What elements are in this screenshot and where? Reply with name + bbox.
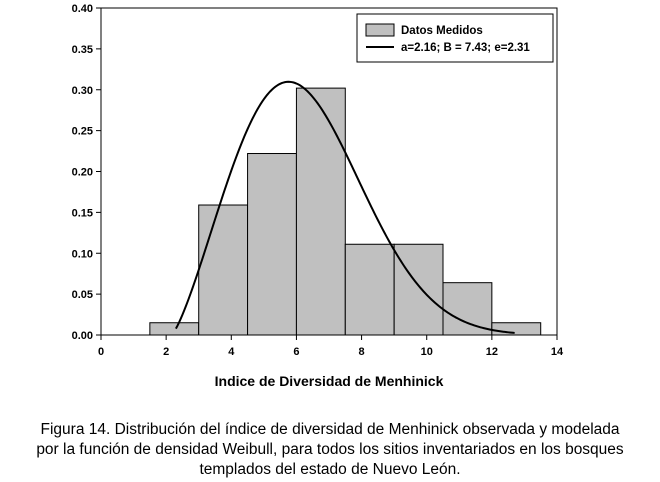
histogram-bar-7 (491, 322, 542, 336)
weibull-curve (175, 80, 515, 334)
histogram-bar-5 (393, 243, 444, 336)
legend-swatch-datos-medidos (365, 23, 395, 37)
x-tick-label: 0 (98, 346, 104, 358)
x-tick-label: 4 (228, 346, 235, 358)
legend-box (356, 13, 554, 63)
legend-label-weibull: a=2.16; B = 7.43; e=2.31 (401, 42, 530, 54)
x-axis-title: Indice de Diversidad de Menhinick (215, 373, 444, 389)
caption-line: por la función de densidad Weibull, para… (36, 441, 624, 458)
y-tick-labels: 0.00 0.05 0.10 0.15 0.20 0.25 0.30 0.35 0.40 (72, 3, 101, 342)
histogram-bar-4 (344, 243, 395, 336)
histogram-bar-3 (295, 87, 346, 336)
histogram-bar-2 (247, 153, 297, 336)
x-tick-labels: 0 2 4 6 8 10 12 14 (98, 335, 564, 358)
x-tick-label: 14 (551, 346, 564, 358)
y-tick-label: 0.15 (72, 207, 93, 219)
histogram-bars (149, 87, 542, 336)
y-tick-label: 0.20 (72, 167, 93, 179)
weibull-histogram-chart: 0.00 0.05 0.10 0.15 0.20 0.25 0.30 0.35 0.40 0 2 4… (72, 3, 564, 389)
y-tick-label: 0.00 (72, 330, 93, 342)
histogram-bar-6 (442, 282, 493, 336)
histogram-bar-1 (198, 204, 249, 336)
legend-label-datos-medidos: Datos Medidos (401, 25, 483, 37)
x-tick-label: 2 (163, 346, 169, 358)
y-tick-label: 0.40 (72, 3, 93, 15)
y-tick-label: 0.10 (72, 248, 93, 260)
caption-line: templados del estado de Nuevo León. (199, 461, 461, 478)
figure-caption: Figura 14. Distribución del índice de di… (0, 420, 660, 480)
x-tick-label: 6 (293, 346, 299, 358)
weibull-curve-layer (175, 80, 515, 334)
legend: Datos Medidos a=2.16; B = 7.43; e=2.31 (356, 13, 554, 63)
x-tick-label: 12 (486, 346, 498, 358)
caption-line: Figura 14. Distribución del índice de di… (40, 421, 620, 438)
y-tick-label: 0.05 (72, 289, 93, 301)
y-tick-label: 0.35 (72, 44, 93, 56)
y-tick-label: 0.30 (72, 85, 93, 97)
x-tick-label: 10 (421, 346, 433, 358)
x-tick-label: 8 (359, 346, 365, 358)
y-tick-label: 0.25 (72, 126, 93, 138)
histogram-bar-0 (149, 322, 200, 336)
